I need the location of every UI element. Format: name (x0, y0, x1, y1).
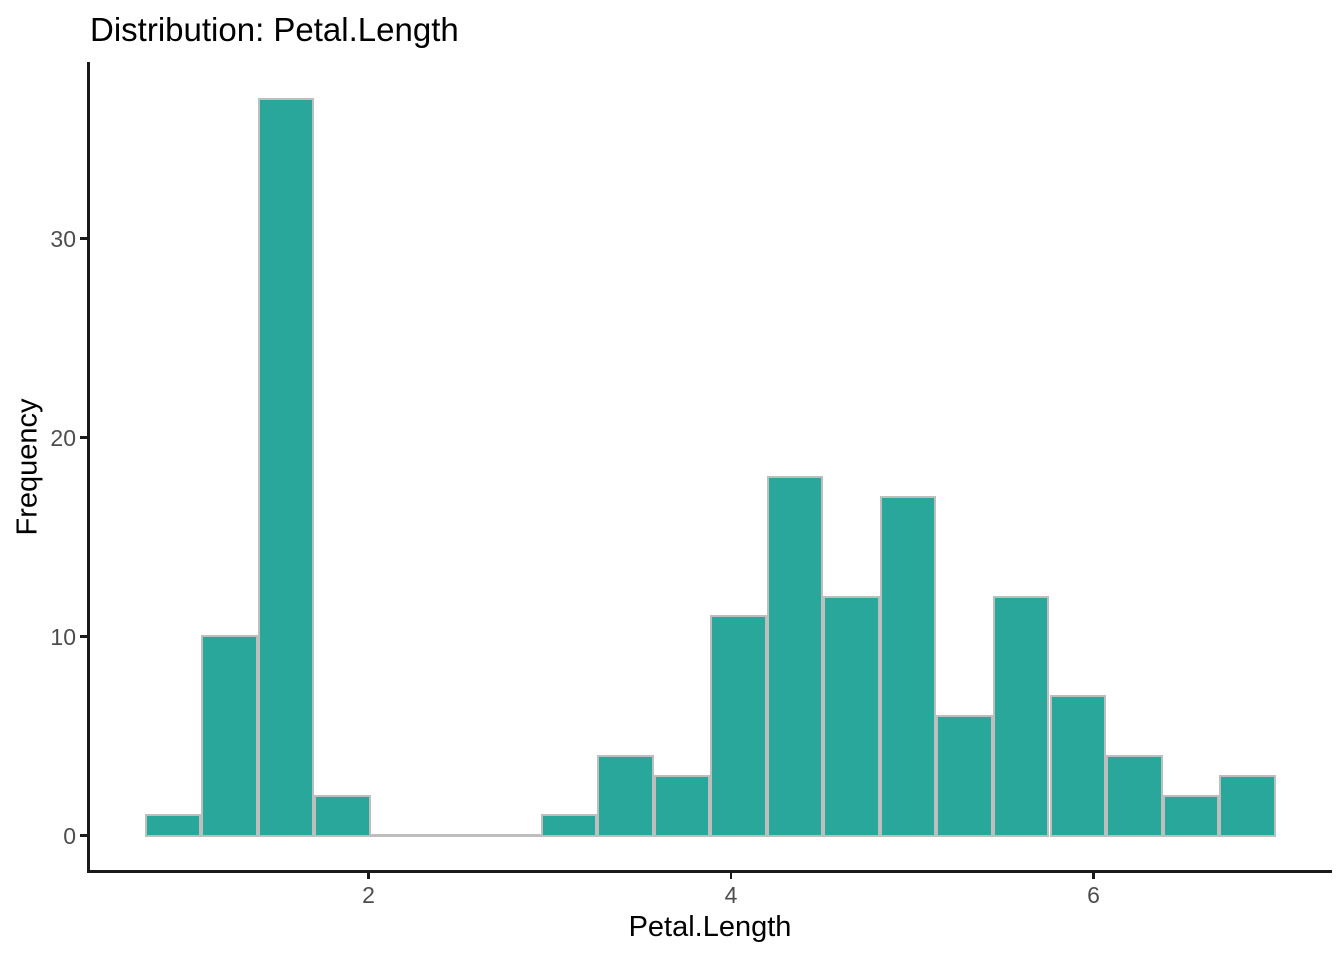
y-axis-line (87, 62, 90, 873)
histogram-bar (992, 595, 1050, 837)
x-axis-title: Petal.Length (628, 911, 792, 943)
histogram-bar (1162, 794, 1220, 837)
histogram-bar (710, 615, 767, 837)
histogram-bar (936, 714, 993, 837)
y-axis-title: Frequency (11, 398, 44, 536)
histogram-bar (540, 814, 597, 837)
histogram-bar (766, 476, 824, 837)
histogram-bar (597, 754, 654, 837)
histogram-bar-zero (484, 834, 541, 837)
y-tick-label: 30 (50, 225, 76, 252)
histogram-bar (1219, 774, 1276, 837)
y-tick-mark (80, 436, 87, 439)
histogram-bar (257, 98, 315, 837)
x-tick-mark (1092, 872, 1095, 879)
x-tick-mark (729, 872, 733, 879)
histogram-bar (1049, 695, 1106, 837)
x-tick-label: 6 (1087, 882, 1100, 908)
histogram-bar-zero (427, 834, 484, 837)
x-tick-mark (367, 872, 370, 879)
chart-title: Distribution: Petal.Length (90, 11, 459, 48)
y-tick-mark (80, 237, 87, 240)
histogram-bar (1106, 754, 1163, 837)
histogram-bar (201, 635, 258, 837)
y-tick-mark (80, 834, 87, 837)
x-tick-label: 2 (362, 882, 375, 908)
histogram-bar (653, 774, 711, 837)
y-tick-label: 10 (50, 623, 76, 650)
y-tick-mark (80, 635, 87, 638)
y-tick-label: 20 (50, 424, 76, 451)
x-axis-line (87, 870, 1332, 873)
histogram-bar (314, 794, 371, 837)
y-tick-label: 0 (63, 822, 76, 849)
histogram-bar (879, 496, 937, 837)
histogram-bar (144, 814, 202, 837)
histogram-bar (823, 595, 880, 837)
x-tick-label: 4 (724, 882, 738, 908)
histogram-bar-zero (370, 834, 428, 837)
